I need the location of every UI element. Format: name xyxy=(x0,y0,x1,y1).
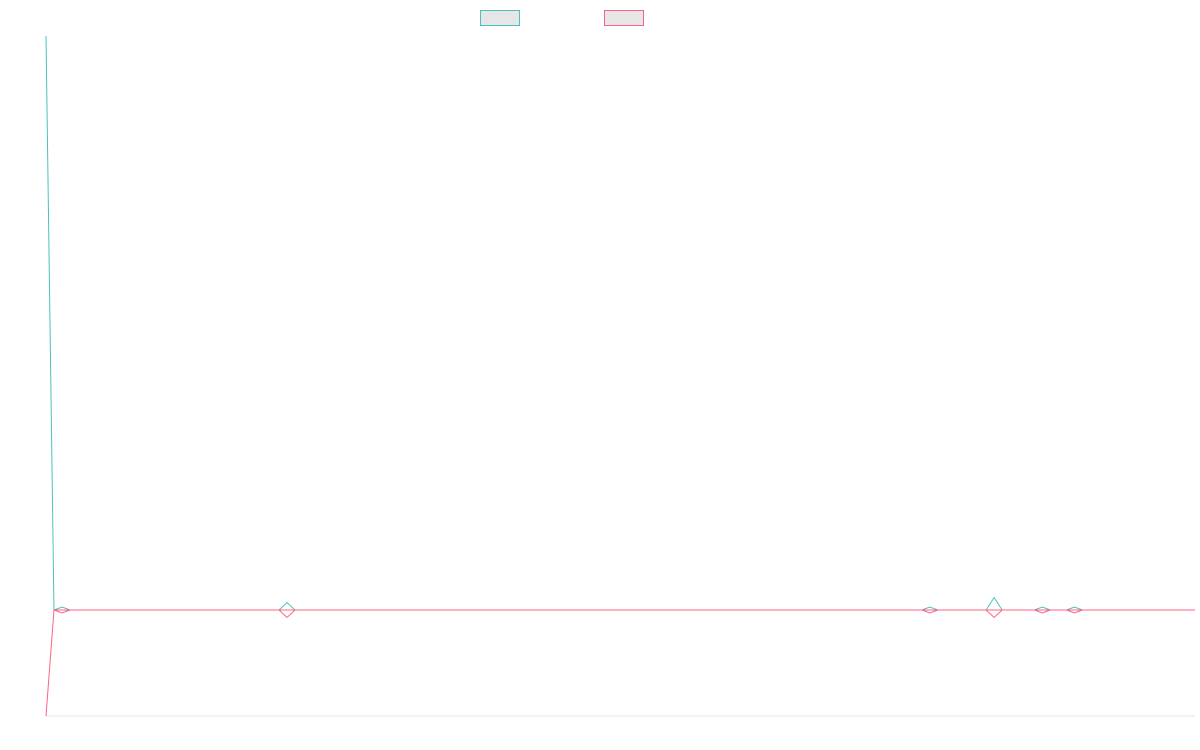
series-line-1 xyxy=(45,35,1195,611)
series-2-point-5 xyxy=(1034,609,1051,614)
series-line-2 xyxy=(45,609,1195,717)
legend-item-series-1[interactable] xyxy=(480,10,526,26)
series-2-point-3 xyxy=(921,609,939,614)
series-1-point-3 xyxy=(921,606,939,611)
series-2-point-6 xyxy=(1066,609,1083,614)
legend-swatch-series-1 xyxy=(480,10,520,26)
series-1-point-2 xyxy=(278,601,296,611)
series-1-point-6 xyxy=(1066,606,1083,611)
chart-legend xyxy=(0,0,1200,36)
series-1-point-1 xyxy=(53,606,71,611)
legend-item-series-2[interactable] xyxy=(604,10,650,26)
series-1-point-4 xyxy=(985,596,1003,611)
series-2-point-2 xyxy=(278,609,296,619)
series-1-point-5 xyxy=(1034,606,1051,611)
series-2-point-4 xyxy=(985,609,1003,619)
series-2-point-1 xyxy=(53,609,71,614)
legend-swatch-series-2 xyxy=(604,10,644,26)
